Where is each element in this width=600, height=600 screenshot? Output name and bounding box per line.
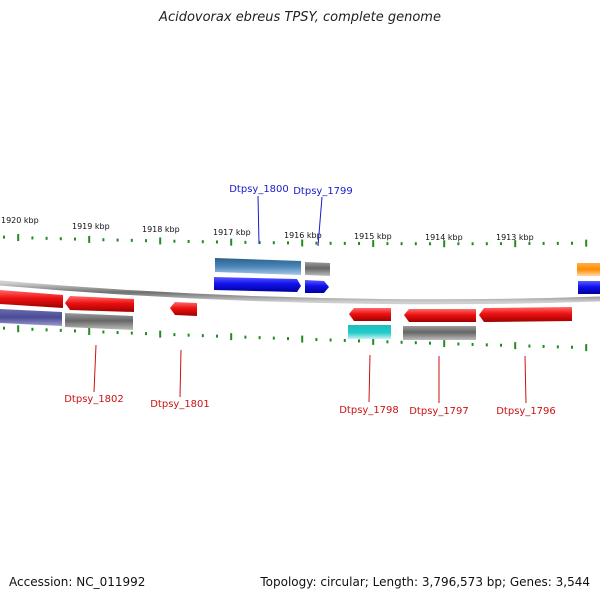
scale-label-1913: 1913 kbp [496, 233, 534, 242]
gene-dtpsy-1800-product[interactable] [215, 258, 301, 275]
gene-dtpsy-1801-cds[interactable] [170, 302, 197, 316]
forward-strand-features [214, 258, 600, 294]
gene-label-dtpsy-1799[interactable]: Dtpsy_1799 [293, 186, 353, 197]
leader-dtpsy-1799 [317, 196, 323, 247]
gene-label-dtpsy-1802[interactable]: Dtpsy_1802 [64, 394, 124, 405]
genome-title: Acidovorax ebreus TPSY, complete genome [159, 10, 441, 25]
leader-dtpsy-1800 [257, 195, 260, 245]
leader-dtpsy-1796 [524, 355, 527, 404]
scale-label-1915: 1915 kbp [354, 232, 392, 241]
gene-label-dtpsy-1801[interactable]: Dtpsy_1801 [150, 399, 210, 410]
gene-edge-cds-left[interactable] [0, 290, 63, 308]
leader-dtpsy-1802 [93, 344, 97, 393]
accession-text: Accession: NC_011992 [9, 575, 146, 589]
scale-label-1920: 1920 kbp [1, 216, 39, 225]
scale-label-1919: 1919 kbp [72, 222, 110, 231]
gene-dtpsy-1796-cds[interactable] [479, 307, 572, 322]
gene-label-dtpsy-1800[interactable]: Dtpsy_1800 [229, 184, 289, 195]
scale-label-1917: 1917 kbp [213, 228, 251, 237]
gene-labels: Dtpsy_1800 Dtpsy_1799 Dtpsy_1802 Dtpsy_1… [64, 184, 556, 417]
gene-dtpsy-1797-product[interactable] [403, 326, 476, 340]
scale-label-1916: 1916 kbp [284, 231, 322, 240]
gene-dtpsy-1799-cds[interactable] [305, 280, 329, 293]
gene-label-dtpsy-1797[interactable]: Dtpsy_1797 [409, 406, 469, 417]
leader-dtpsy-1801 [179, 349, 182, 398]
gene-edge-cds-right[interactable] [578, 281, 600, 294]
genome-backbone [0, 280, 600, 305]
gene-dtpsy-1802-cds[interactable] [65, 296, 134, 312]
leader-dtpsy-1798 [368, 354, 371, 403]
scale-labels: 1920 kbp 1919 kbp 1918 kbp 1917 kbp 1916… [1, 216, 534, 242]
gene-edge-product-left[interactable] [0, 309, 62, 326]
gene-dtpsy-1797-cds[interactable] [404, 309, 476, 322]
scale-ticks [3, 234, 588, 352]
gene-dtpsy-1799-product[interactable] [305, 262, 330, 276]
gene-dtpsy-1798-cds[interactable] [349, 308, 391, 321]
genome-summary-text: Topology: circular; Length: 3,796,573 bp… [260, 575, 590, 589]
scale-label-1914: 1914 kbp [425, 233, 463, 242]
scale-label-1918: 1918 kbp [142, 225, 180, 234]
gene-label-dtpsy-1796[interactable]: Dtpsy_1796 [496, 406, 556, 417]
reverse-strand-features [0, 290, 572, 340]
gene-dtpsy-1802-product[interactable] [65, 313, 133, 330]
gene-label-dtpsy-1798[interactable]: Dtpsy_1798 [339, 405, 399, 416]
gene-dtpsy-1800-cds[interactable] [214, 277, 301, 292]
gene-dtpsy-1798-product[interactable] [348, 325, 391, 339]
gene-edge-product-right[interactable] [577, 263, 600, 276]
label-leaders [93, 195, 527, 404]
